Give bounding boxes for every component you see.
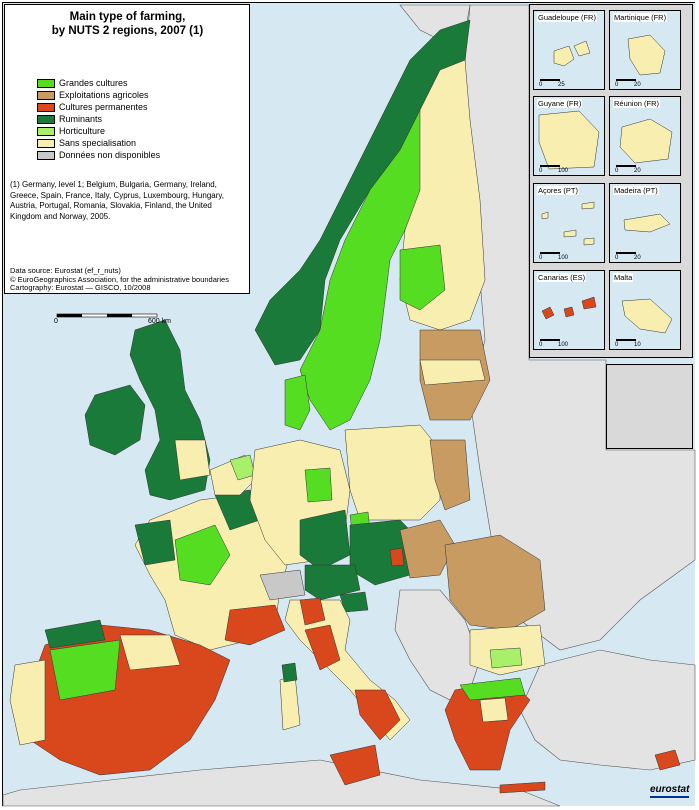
map-scalebar — [56, 313, 158, 318]
sicily — [329, 744, 381, 786]
legend-swatch — [37, 150, 55, 160]
map-title: Main type of farming, by NUTS 2 regions,… — [0, 10, 255, 38]
legend-label: Exploitations agricoles — [59, 90, 149, 100]
inset-land — [616, 118, 673, 167]
legend-swatch — [37, 114, 55, 124]
footnote: (1) Germany, level 1; Belgium, Bulgaria,… — [10, 180, 225, 221]
poland — [344, 424, 441, 521]
inset-label: Martinique (FR) — [613, 13, 668, 22]
romania — [444, 534, 546, 631]
inset-scale-start: 0 — [615, 168, 619, 174]
scalebar-start-label: 0 — [54, 318, 58, 325]
title-line-1: Main type of farming, — [69, 11, 186, 23]
inset-scale-start: 0 — [539, 82, 543, 88]
inset-scale-end: 20 — [634, 82, 641, 88]
inset-land — [616, 34, 666, 81]
legend-label: Horticulture — [59, 126, 106, 136]
scalebar-end-label: 600 km — [148, 318, 171, 325]
inset-scale-end: 20 — [634, 255, 641, 261]
legend-label: Données non disponibles — [59, 150, 161, 160]
ireland — [84, 384, 146, 456]
legend-item: Ruminants — [37, 113, 160, 125]
inset-label: Guyane (FR) — [537, 99, 583, 108]
inset-scale-start: 0 — [615, 342, 619, 348]
inset-label: Réunion (FR) — [613, 99, 661, 108]
legend-swatch — [37, 78, 55, 88]
inset-map: Açores (PT) 0 100 — [533, 183, 605, 263]
inset-land — [616, 213, 671, 254]
portugal — [9, 659, 46, 746]
crete — [499, 781, 546, 794]
sweden — [299, 109, 431, 431]
title-line-2: by NUTS 2 regions, 2007 (1) — [51, 25, 204, 37]
eurostat-logo: eurostat — [650, 784, 689, 798]
inset-label: Guadeloupe (FR) — [537, 13, 597, 22]
inset-map: Réunion (FR) 0 20 — [609, 96, 681, 176]
switzerland — [259, 569, 306, 601]
inset-scale-start: 0 — [615, 255, 619, 261]
inset-label: Malta — [613, 273, 634, 282]
inset-label: Açores (PT) — [537, 186, 580, 195]
legend-panel — [4, 4, 250, 294]
denmark — [284, 374, 311, 431]
region-fills — [9, 19, 681, 794]
source-notes: Data source: Eurostat (ef_r_nuts) © Euro… — [10, 266, 245, 293]
inset-map: Canarias (ES) 0 100 — [533, 270, 605, 350]
inset-scale-end: 20 — [634, 168, 641, 174]
cyprus — [654, 749, 681, 771]
inset-scale-start: 0 — [539, 342, 543, 348]
inset-land — [538, 110, 600, 170]
source-line-3: Cartography: Eurostat — GISCO, 10/2008 — [10, 283, 151, 292]
legend-item: Exploitations agricoles — [37, 89, 160, 101]
inset-label: Canarias (ES) — [537, 273, 587, 282]
inset-land — [540, 201, 595, 254]
inset-map: Malta 0 10 — [609, 270, 681, 350]
legend-item: Horticulture — [37, 125, 160, 137]
legend-item: Sans specialisation — [37, 137, 160, 149]
inset-land — [616, 298, 673, 341]
legend-item: Données non disponibles — [37, 149, 160, 161]
legend: Grandes cultures Exploitations agricoles C… — [37, 77, 160, 161]
legend-swatch — [37, 138, 55, 148]
legend-label: Cultures permanentes — [59, 102, 148, 112]
legend-label: Grandes cultures — [59, 78, 128, 88]
inset-scale-end: 25 — [558, 82, 565, 88]
inset-map: Madeira (PT) 0 20 — [609, 183, 681, 263]
inset-map: Guyane (FR) 0 100 — [533, 96, 605, 176]
inset-land — [540, 296, 597, 341]
inset-map: Guadeloupe (FR) 0 25 — [533, 10, 605, 90]
iceland-panel — [606, 364, 693, 449]
source-line-1: Data source: Eurostat (ef_r_nuts) — [10, 266, 121, 275]
inset-map: Martinique (FR) 0 20 — [609, 10, 681, 90]
source-line-2: © EuroGeographics Association, for the a… — [10, 274, 229, 284]
non-eu-land — [2, 4, 696, 807]
legend-label: Sans specialisation — [59, 138, 137, 148]
legend-label: Ruminants — [59, 114, 103, 124]
inset-scale-end: 10 — [634, 342, 641, 348]
inset-scale-end: 100 — [558, 342, 569, 348]
inset-scale-end: 100 — [558, 255, 569, 261]
inset-scale-start: 0 — [539, 168, 543, 174]
inset-scale-start: 0 — [539, 255, 543, 261]
inset-scale-start: 0 — [615, 82, 619, 88]
legend-swatch — [37, 126, 55, 136]
inset-label: Madeira (PT) — [613, 186, 659, 195]
legend-item: Grandes cultures — [37, 77, 160, 89]
inset-scale-end: 100 — [558, 168, 569, 174]
legend-swatch — [37, 102, 55, 112]
legend-item: Cultures permanentes — [37, 101, 160, 113]
inset-land — [540, 40, 591, 81]
legend-swatch — [37, 90, 55, 100]
